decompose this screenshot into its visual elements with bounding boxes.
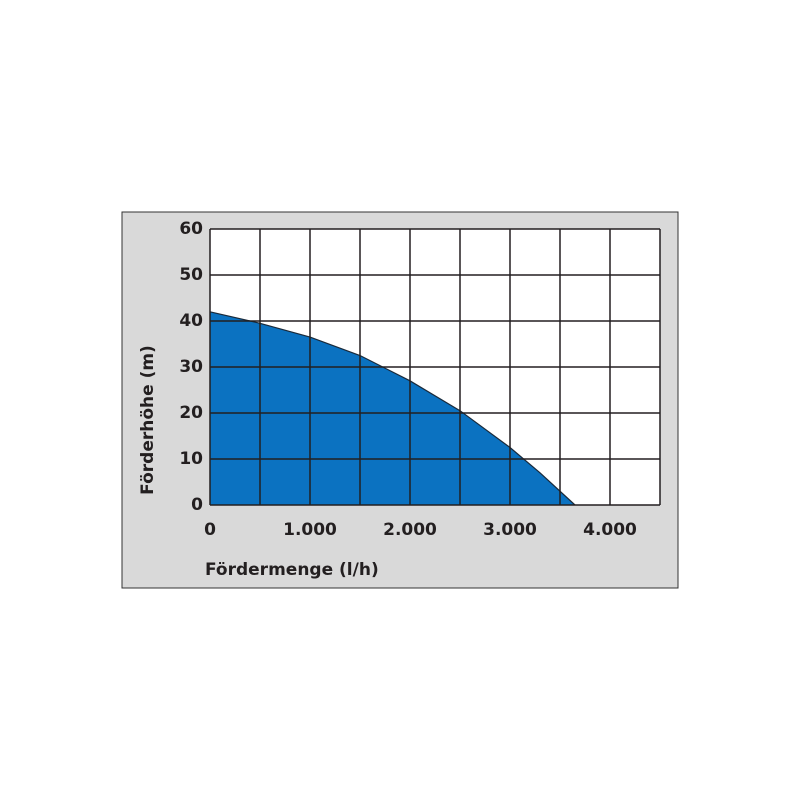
- x-tick-label: 2.000: [383, 520, 437, 540]
- y-tick-label: 40: [179, 311, 203, 331]
- x-tick-label: 0: [204, 520, 216, 540]
- x-axis-title: Fördermenge (l/h): [205, 560, 379, 580]
- y-axis-title: Förderhöhe (m): [138, 345, 158, 495]
- y-tick-label: 60: [179, 219, 203, 239]
- y-tick-label: 50: [179, 265, 203, 285]
- y-tick-label: 30: [179, 357, 203, 377]
- y-tick-label: 0: [191, 495, 203, 515]
- x-tick-label: 4.000: [583, 520, 637, 540]
- y-tick-label: 10: [179, 449, 203, 469]
- area: [210, 311, 575, 505]
- x-tick-label: 3.000: [483, 520, 537, 540]
- x-tick-label: 1.000: [283, 520, 337, 540]
- grid-layer: [209, 228, 661, 506]
- y-tick-label: 20: [179, 403, 203, 423]
